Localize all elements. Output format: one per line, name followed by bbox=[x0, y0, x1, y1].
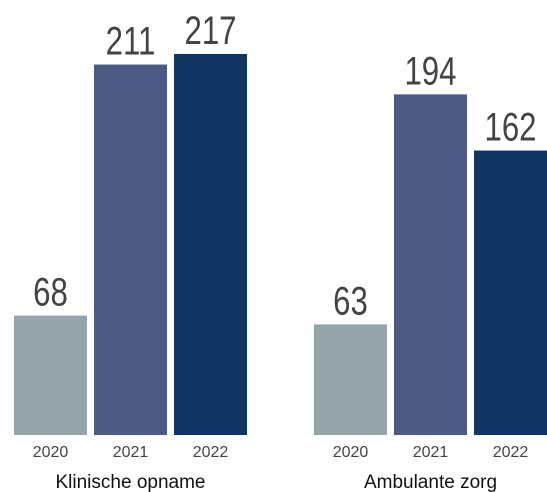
year-label: 2022 bbox=[493, 444, 529, 461]
year-label: 2022 bbox=[193, 444, 229, 461]
value-label: 217 bbox=[184, 8, 236, 53]
bar bbox=[94, 64, 167, 436]
group-label: Klinische opname bbox=[56, 472, 206, 492]
bar bbox=[394, 94, 467, 435]
bar bbox=[474, 150, 547, 435]
year-label: 2020 bbox=[33, 444, 69, 461]
value-label: 162 bbox=[484, 105, 536, 150]
year-label: 2021 bbox=[413, 444, 449, 461]
value-label: 68 bbox=[33, 270, 68, 315]
group-label: Ambulante zorg bbox=[364, 472, 497, 492]
year-label: 2020 bbox=[333, 444, 369, 461]
value-label: 211 bbox=[106, 19, 156, 64]
value-label: 194 bbox=[404, 49, 456, 94]
year-label: 2021 bbox=[113, 444, 149, 461]
value-label: 63 bbox=[333, 279, 368, 324]
bar bbox=[14, 315, 87, 435]
bar bbox=[174, 54, 247, 435]
bar bbox=[314, 324, 387, 435]
